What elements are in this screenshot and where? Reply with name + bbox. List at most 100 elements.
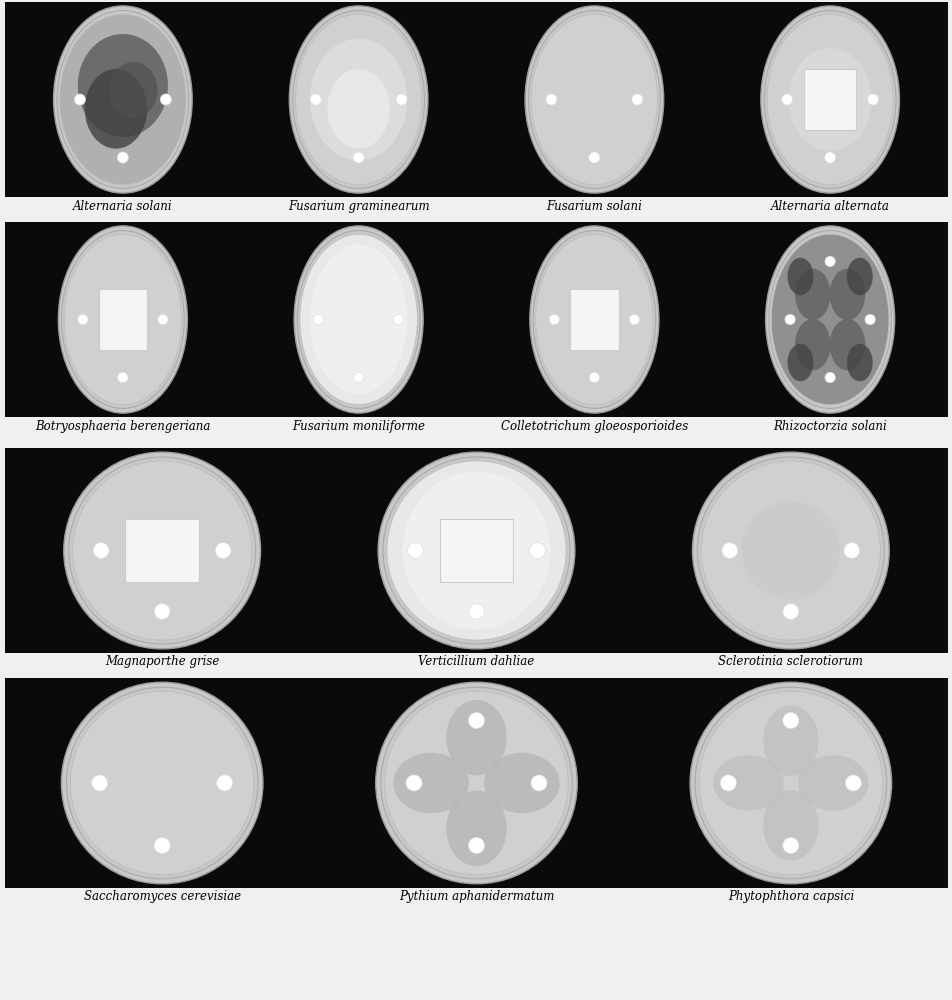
Bar — [476, 2, 711, 197]
Ellipse shape — [53, 6, 192, 193]
Circle shape — [468, 837, 484, 854]
Ellipse shape — [484, 753, 559, 813]
Circle shape — [74, 94, 86, 105]
Circle shape — [783, 604, 798, 619]
Ellipse shape — [378, 452, 574, 649]
Ellipse shape — [85, 69, 147, 149]
Circle shape — [117, 152, 129, 163]
Ellipse shape — [764, 226, 894, 413]
Circle shape — [154, 837, 170, 854]
Text: Fusarium moniliforme: Fusarium moniliforme — [292, 420, 425, 433]
Ellipse shape — [58, 226, 188, 413]
Ellipse shape — [309, 39, 407, 160]
Circle shape — [215, 543, 230, 558]
Circle shape — [91, 775, 108, 791]
Circle shape — [844, 775, 861, 791]
Text: Rhizoctorzia solani: Rhizoctorzia solani — [772, 420, 886, 433]
Circle shape — [824, 372, 834, 383]
Ellipse shape — [846, 258, 872, 295]
Ellipse shape — [310, 245, 407, 394]
Bar — [633, 678, 947, 888]
Bar — [633, 448, 947, 653]
Circle shape — [720, 775, 736, 791]
Circle shape — [864, 314, 874, 325]
Circle shape — [93, 543, 109, 558]
Circle shape — [823, 152, 835, 163]
Circle shape — [468, 712, 484, 729]
Bar — [476, 222, 711, 417]
Circle shape — [782, 712, 798, 729]
Ellipse shape — [699, 691, 882, 875]
Ellipse shape — [375, 682, 577, 884]
Circle shape — [407, 543, 423, 558]
Text: Saccharomyces cerevisiae: Saccharomyces cerevisiae — [84, 890, 241, 903]
Ellipse shape — [385, 691, 567, 875]
Text: Magnaporthe grise: Magnaporthe grise — [105, 655, 219, 668]
Ellipse shape — [763, 790, 818, 861]
Circle shape — [781, 94, 792, 105]
Circle shape — [78, 314, 88, 325]
Circle shape — [782, 837, 798, 854]
Ellipse shape — [760, 6, 899, 193]
Circle shape — [722, 543, 737, 558]
Ellipse shape — [403, 472, 549, 629]
Ellipse shape — [525, 6, 663, 193]
Ellipse shape — [794, 319, 829, 370]
Circle shape — [784, 314, 794, 325]
Ellipse shape — [446, 700, 506, 775]
Ellipse shape — [295, 14, 422, 185]
Ellipse shape — [701, 461, 880, 640]
Bar — [711, 2, 947, 197]
Ellipse shape — [712, 755, 783, 811]
Bar — [99, 289, 147, 350]
Ellipse shape — [692, 452, 888, 649]
Circle shape — [628, 314, 639, 325]
Bar — [5, 678, 319, 888]
Bar — [569, 289, 618, 350]
Ellipse shape — [64, 234, 182, 405]
Ellipse shape — [393, 753, 468, 813]
Text: Fusarium solani: Fusarium solani — [545, 200, 642, 213]
Circle shape — [824, 256, 834, 267]
Ellipse shape — [289, 6, 427, 193]
Circle shape — [396, 94, 407, 105]
Bar — [319, 678, 633, 888]
Circle shape — [843, 543, 859, 558]
Bar — [711, 222, 947, 417]
Ellipse shape — [689, 682, 891, 884]
Ellipse shape — [294, 226, 423, 413]
Circle shape — [631, 94, 643, 105]
Circle shape — [160, 94, 171, 105]
Ellipse shape — [535, 234, 652, 405]
Circle shape — [118, 372, 128, 383]
Ellipse shape — [797, 755, 867, 811]
Circle shape — [313, 314, 324, 325]
Ellipse shape — [770, 234, 888, 405]
Text: Sclerotinia sclerotiorum: Sclerotinia sclerotiorum — [718, 655, 863, 668]
Ellipse shape — [387, 461, 565, 640]
Bar — [241, 2, 476, 197]
Text: Alternaria solani: Alternaria solani — [73, 200, 172, 213]
Circle shape — [352, 152, 364, 163]
Text: Verticillium dahliae: Verticillium dahliae — [418, 655, 534, 668]
Circle shape — [588, 152, 600, 163]
Circle shape — [545, 94, 556, 105]
Ellipse shape — [70, 691, 253, 875]
Ellipse shape — [763, 705, 818, 776]
Circle shape — [154, 604, 169, 619]
Ellipse shape — [72, 461, 251, 640]
Ellipse shape — [109, 62, 157, 118]
Circle shape — [529, 543, 545, 558]
Circle shape — [393, 314, 404, 325]
Ellipse shape — [529, 226, 658, 413]
Ellipse shape — [530, 14, 657, 185]
Text: Colletotrichum gloeosporioides: Colletotrichum gloeosporioides — [500, 420, 687, 433]
Circle shape — [588, 372, 599, 383]
Ellipse shape — [829, 269, 864, 320]
Circle shape — [406, 775, 422, 791]
Circle shape — [309, 94, 321, 105]
Ellipse shape — [846, 344, 872, 381]
Ellipse shape — [766, 14, 892, 185]
Ellipse shape — [741, 501, 839, 600]
Bar — [5, 222, 241, 417]
